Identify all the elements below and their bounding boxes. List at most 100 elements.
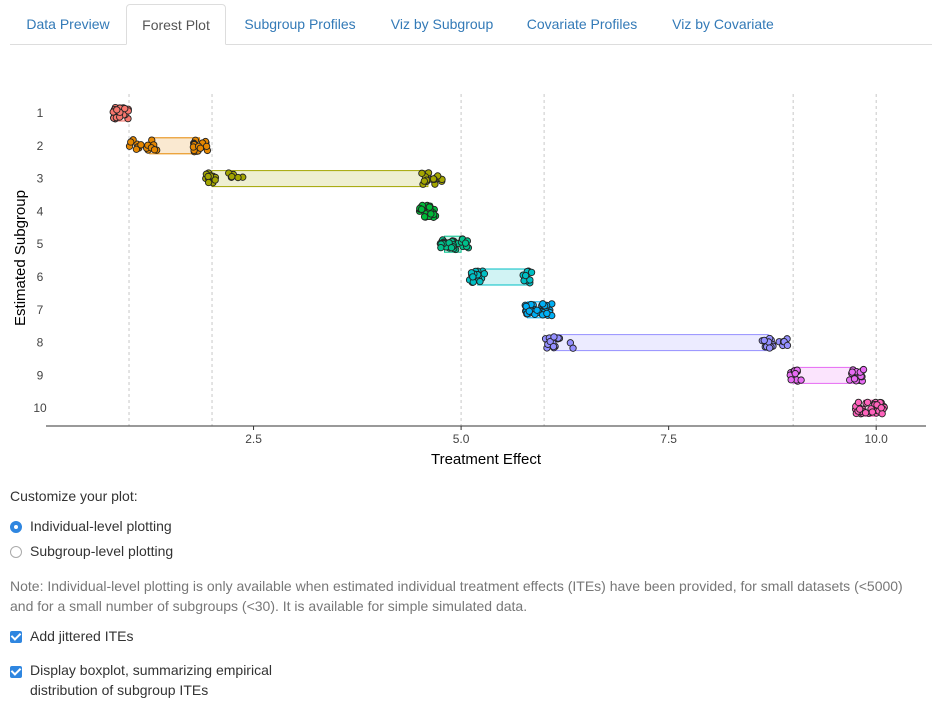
y-tick-label-4: 4 [37,204,44,218]
point-8-35 [760,336,768,345]
point-3-34 [204,178,213,187]
tab-forest-plot[interactable]: Forest Plot [126,4,226,45]
point-10-34 [863,398,872,406]
point-10-27 [878,410,886,418]
point-6-29 [526,276,534,284]
points-subgroup-5 [436,235,473,254]
point-8-30 [783,341,792,350]
point-10-32 [877,404,885,412]
tab-viz-by-covariate[interactable]: Viz by Covariate [672,16,774,32]
point-3-16 [418,169,426,177]
box-subgroup-8 [551,334,769,352]
y-tick-label-2: 2 [37,139,44,153]
radio-individual-label: Individual-level plotting [30,518,172,534]
tab-viz-by-subgroup[interactable]: Viz by Subgroup [390,16,494,32]
point-8-34 [765,344,774,352]
check-boxplot-row[interactable]: Display boxplot, summarizing empirical d… [10,662,272,700]
check-boxplot-label-line2: distribution of subgroup ITEs [30,682,209,698]
x-tick-label-5.0: 5.0 [453,432,470,446]
checkbox-jitter[interactable] [10,631,22,643]
point-7-34 [539,300,547,308]
points-subgroup-9 [786,365,868,385]
point-4-32 [425,203,434,211]
plot-boxes [116,104,877,417]
y-tick-label-10: 10 [33,401,47,415]
tab-bar: Data Preview Forest Plot Subgroup Profil… [10,0,932,45]
point-5-34 [461,239,470,247]
tab-subgroup-profiles[interactable]: Subgroup Profiles [244,16,356,32]
point-1-34 [113,106,121,114]
y-axis-title: Estimated Subgroup [12,190,29,326]
customize-title: Customize your plot: [10,488,138,504]
tab-covariate-profiles[interactable]: Covariate Profiles [526,16,638,32]
point-2-21 [137,141,145,149]
point-6-16 [476,277,484,286]
point-9-31 [787,376,795,384]
point-6-32 [521,271,530,280]
check-jitter-row[interactable]: Add jittered ITEs [10,628,134,644]
point-3-31 [420,177,428,185]
y-tick-label-5: 5 [37,237,44,251]
point-3-32 [228,172,236,181]
y-tick-label-8: 8 [37,336,44,350]
x-axis-title: Treatment Effect [431,451,542,468]
point-2-35 [150,146,159,154]
point-9-33 [797,376,805,384]
point-6-20 [480,270,489,278]
point-2-33 [196,144,205,152]
point-2-26 [127,138,135,146]
point-2-18 [132,145,141,153]
point-3-35 [429,175,438,183]
check-jitter-label: Add jittered ITEs [30,628,134,644]
forest-plot: 2.5 5.0 7.5 10.0 1 2 3 4 5 6 7 8 9 10 Treatment Effe… [12,94,926,468]
y-tick-label-1: 1 [37,106,44,120]
point-6-31 [527,268,536,277]
x-tick-label-10.0: 10.0 [865,432,889,446]
radio-subgroup-label: Subgroup-level plotting [30,543,174,559]
points-subgroup-6 [465,267,536,287]
point-7-35 [525,307,533,315]
point-5-27 [437,243,445,252]
point-6-35 [469,273,477,281]
point-10-30 [856,405,864,413]
plot-grid [128,94,877,426]
point-9-28 [848,368,856,376]
point-8-29 [546,337,554,346]
point-8-33 [550,333,558,341]
check-boxplot-label-line1: Display boxplot, summarizing empirical [30,662,272,678]
points-subgroup-7 [521,300,556,320]
y-tick-label-9: 9 [37,368,44,382]
y-tick-label-7: 7 [37,303,44,317]
radio-individual[interactable] [10,521,22,533]
points-subgroup-8 [541,333,792,352]
x-tick-label-2.5: 2.5 [245,432,262,446]
point-7-30 [533,306,541,314]
point-10-21 [854,398,863,407]
y-tick-label-6: 6 [37,270,44,284]
point-2-34 [202,142,211,150]
points-subgroup-4 [415,201,440,221]
checkbox-boxplot[interactable] [10,666,22,678]
point-8-15 [569,344,577,352]
points-subgroup-3 [202,169,446,188]
plot-points [109,103,888,418]
x-tick-labels: 2.5 5.0 7.5 10.0 [245,426,888,446]
radio-subgroup-row[interactable]: Subgroup-level plotting [10,543,173,559]
point-8-31 [549,342,558,351]
point-3-25 [234,173,242,182]
point-9-27 [850,375,859,383]
tab-data-preview[interactable]: Data Preview [26,16,110,32]
point-9-35 [859,365,868,374]
point-9-30 [791,369,799,378]
point-3-28 [204,172,212,181]
radio-subgroup[interactable] [10,546,22,558]
point-7-29 [543,309,551,318]
point-4-33 [427,210,435,218]
radio-individual-row[interactable]: Individual-level plotting [10,518,172,534]
point-4-31 [420,213,429,221]
point-10-35 [868,408,877,416]
points-subgroup-1 [109,103,132,123]
point-3-29 [211,176,219,184]
x-tick-label-7.5: 7.5 [660,432,677,446]
point-4-35 [417,205,426,213]
